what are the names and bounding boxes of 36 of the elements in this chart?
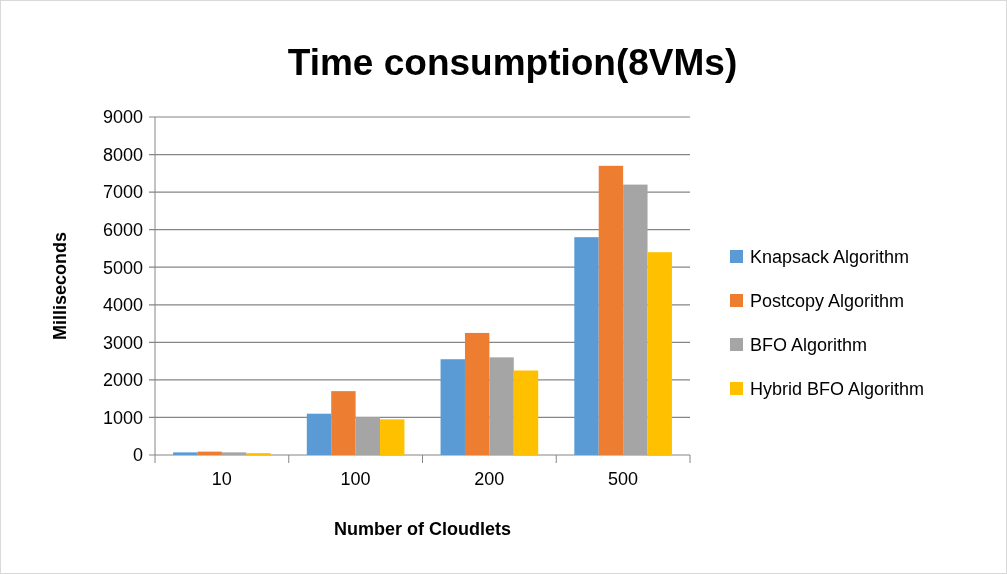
y-tick-label: 3000 — [102, 332, 143, 353]
y-axis-title: Milliseconds — [50, 231, 70, 341]
y-tick-label: 9000 — [102, 107, 143, 128]
y-tick-label: 4000 — [102, 295, 143, 316]
legend-label: BFO Algorithm — [750, 335, 868, 356]
x-tick-label: 200 — [474, 469, 505, 489]
x-tick-label: 500 — [608, 469, 639, 489]
bar — [197, 451, 222, 455]
y-tick-label: 0 — [132, 445, 143, 466]
bar — [380, 419, 405, 455]
bar — [513, 370, 539, 455]
bar — [331, 391, 356, 455]
y-tick-label: 7000 — [102, 182, 143, 203]
bar — [306, 413, 332, 455]
bar — [355, 417, 381, 455]
y-tick-label: 5000 — [102, 257, 143, 278]
bar — [173, 452, 198, 455]
x-axis-title: Number of Cloudlets — [333, 519, 512, 539]
x-tick-label: 100 — [340, 469, 371, 489]
bar — [464, 332, 490, 455]
bar — [489, 357, 514, 455]
bar — [574, 237, 599, 455]
x-tick-label: 10 — [211, 469, 232, 489]
y-tick-label: 6000 — [102, 219, 143, 240]
legend-label: Knapsack Algorithm — [750, 247, 910, 268]
y-tick-label: 1000 — [102, 407, 143, 428]
y-tick-label: 2000 — [102, 370, 143, 391]
legend-label: Postcopy Algorithm — [750, 291, 905, 312]
bar — [440, 359, 465, 455]
bar — [623, 184, 648, 455]
chart-title: Time consumption(8VMs) — [287, 42, 738, 83]
legend-label: Hybrid BFO Algorithm — [750, 379, 925, 400]
bar — [221, 452, 247, 455]
bar — [647, 252, 672, 455]
bar — [598, 165, 624, 455]
y-tick-label: 8000 — [102, 144, 143, 165]
